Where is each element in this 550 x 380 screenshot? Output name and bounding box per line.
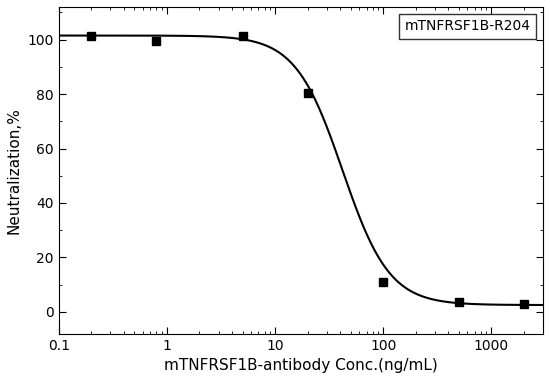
- Y-axis label: Neutralization,%: Neutralization,%: [7, 107, 22, 234]
- Legend: mTNFRSF1B-R204: mTNFRSF1B-R204: [399, 14, 536, 39]
- X-axis label: mTNFRSF1B-antibody Conc.(ng/mL): mTNFRSF1B-antibody Conc.(ng/mL): [164, 358, 438, 373]
